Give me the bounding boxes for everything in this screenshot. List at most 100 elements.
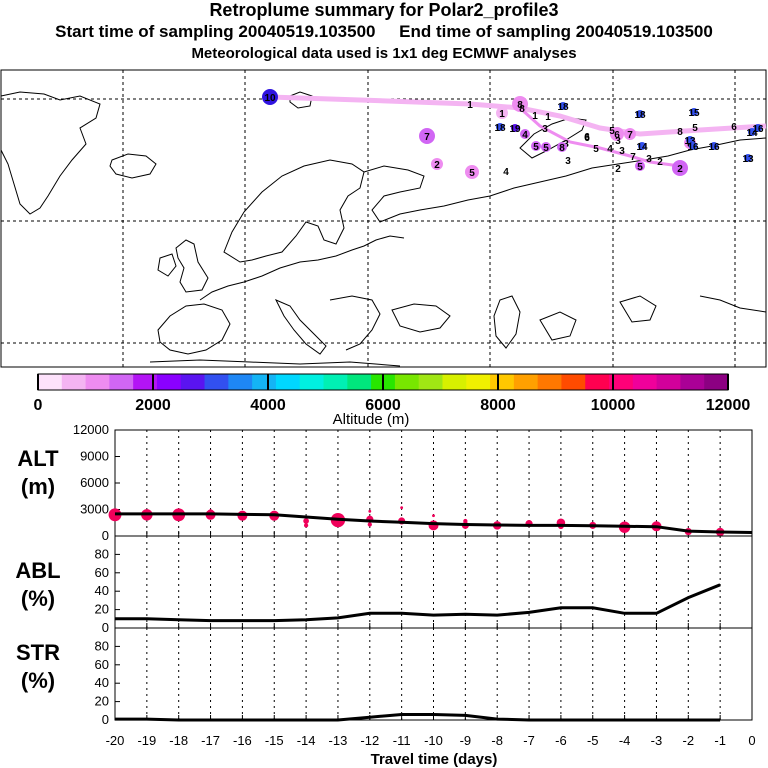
plume-marker-label: 13 xyxy=(684,136,696,147)
colorbar-tick-label: 6000 xyxy=(365,397,401,414)
altitude-point xyxy=(367,522,372,527)
plume-marker-label: 6 xyxy=(584,133,590,144)
x-tick-label: -16 xyxy=(233,733,252,748)
altitude-point xyxy=(400,506,404,510)
plume-marker-label: 3 xyxy=(646,154,652,165)
y-tick-label: 6000 xyxy=(80,475,109,490)
colorbar-swatch xyxy=(85,374,110,390)
altitude-point xyxy=(303,523,309,528)
plume-marker-dot xyxy=(689,142,697,150)
colorbar-tick-label: 12000 xyxy=(706,397,751,414)
series-line xyxy=(115,512,753,534)
y-tick-label: 80 xyxy=(95,546,109,561)
panel-unit: (%) xyxy=(21,668,55,693)
y-tick-label: 60 xyxy=(95,657,109,672)
colorbar-swatch xyxy=(299,374,325,390)
plume-marker-label: 13 xyxy=(742,154,754,165)
plume-marker-label: 2 xyxy=(434,160,440,171)
plume-marker-label: 4 xyxy=(607,144,613,155)
y-tick-label: 40 xyxy=(95,583,109,598)
plume-marker-dot xyxy=(262,89,278,105)
plume-marker-label: 14 xyxy=(636,142,648,153)
start-time: Start time of sampling 20040519.103500 xyxy=(55,22,376,41)
colorbar-swatch xyxy=(418,374,443,390)
plume-marker-label: 5 xyxy=(637,162,643,173)
y-tick-label: 80 xyxy=(95,638,109,653)
colorbar-swatch xyxy=(656,374,681,390)
plume-marker-dot xyxy=(672,160,688,176)
colorbar-swatch xyxy=(585,374,610,390)
plume-marker-dot xyxy=(610,127,624,141)
panel-label: ALT xyxy=(17,446,59,471)
x-axis-label: Travel time (days) xyxy=(371,751,498,768)
x-tick-label: -17 xyxy=(201,733,220,748)
y-tick-label: 9000 xyxy=(80,449,109,464)
colorbar-swatch xyxy=(513,374,539,390)
x-tick-label: -4 xyxy=(619,733,631,748)
map-frame xyxy=(0,69,767,368)
plume-marker-label: 4 xyxy=(522,130,528,141)
plume-marker-label: 1 xyxy=(545,112,551,123)
x-tick-label: -1 xyxy=(714,733,726,748)
colorbar-swatch xyxy=(442,374,467,390)
altitude-point xyxy=(368,509,372,513)
plume-marker-dot xyxy=(531,141,541,151)
x-tick-label: -2 xyxy=(683,733,695,748)
colorbar-swatch xyxy=(180,374,206,390)
plume-branch xyxy=(518,106,681,168)
coastlines xyxy=(0,91,767,367)
plume-marker-label: 3 xyxy=(565,156,571,167)
colorbar-tick-label: 4000 xyxy=(250,397,286,414)
plume-marker-label: 5 xyxy=(469,168,475,179)
plume-marker-label: 7 xyxy=(630,152,636,163)
plume-marker-dot xyxy=(496,123,504,131)
plume-marker-dot xyxy=(512,96,528,112)
colorbar-tick-label: 10000 xyxy=(591,397,636,414)
plume-marker-label: 16 xyxy=(752,124,764,135)
plume-marker-dot xyxy=(431,158,443,170)
plume-marker-label: 2 xyxy=(677,164,683,175)
x-tick-label: -13 xyxy=(329,733,348,748)
y-tick-label: 60 xyxy=(95,565,109,580)
panel-unit: (%) xyxy=(21,586,55,611)
plume-marker-label: 16 xyxy=(687,142,699,153)
plume-path xyxy=(269,94,767,137)
plume-marker-dot xyxy=(635,161,645,171)
colorbar-swatch xyxy=(228,374,253,390)
plume-marker-label: 1 xyxy=(499,109,505,120)
sampling-times: Start time of sampling 20040519.103500 E… xyxy=(0,22,768,42)
plume-marker-dot xyxy=(748,128,756,136)
y-tick-label: 20 xyxy=(95,602,109,617)
plume-marker-label: 8 xyxy=(559,143,565,154)
plume-marker-dot xyxy=(638,142,646,150)
colorbar-swatch xyxy=(61,374,87,390)
plume-marker-label: 5 xyxy=(533,142,539,153)
panel-unit: (m) xyxy=(21,474,55,499)
x-tick-label: -20 xyxy=(106,733,125,748)
x-tick-label: -3 xyxy=(651,733,663,748)
colorbar-swatch xyxy=(394,374,420,390)
colorbar-tick-label: 2000 xyxy=(135,397,171,414)
met-data-note: Meteorological data used is 1x1 deg ECMW… xyxy=(191,45,577,62)
y-tick-label: 40 xyxy=(95,675,109,690)
plume-marker-label: 10 xyxy=(264,93,276,104)
colorbar-swatch xyxy=(275,374,301,390)
plume-marker-dot xyxy=(686,136,694,144)
series-line xyxy=(115,713,721,722)
plume-marker-label: 1 xyxy=(467,100,473,111)
colorbar-swatch xyxy=(109,374,134,390)
plume-marker-label: 5 xyxy=(692,123,698,134)
panel-label: ABL xyxy=(15,558,60,583)
panel-label: STR xyxy=(16,640,60,665)
y-tick-label: 3000 xyxy=(80,502,109,517)
plume-marker-dot xyxy=(541,142,551,152)
colorbar-swatch xyxy=(561,374,586,390)
plume-marker-dot xyxy=(465,165,479,179)
x-tick-label: -18 xyxy=(169,733,188,748)
colorbar-swatch xyxy=(38,374,63,390)
x-tick-label: 0 xyxy=(748,733,755,748)
plume-marker-label: 7 xyxy=(424,132,430,143)
altitude-point xyxy=(463,518,468,524)
colorbar-swatch xyxy=(347,374,372,390)
plume-marker-dot xyxy=(520,129,530,139)
